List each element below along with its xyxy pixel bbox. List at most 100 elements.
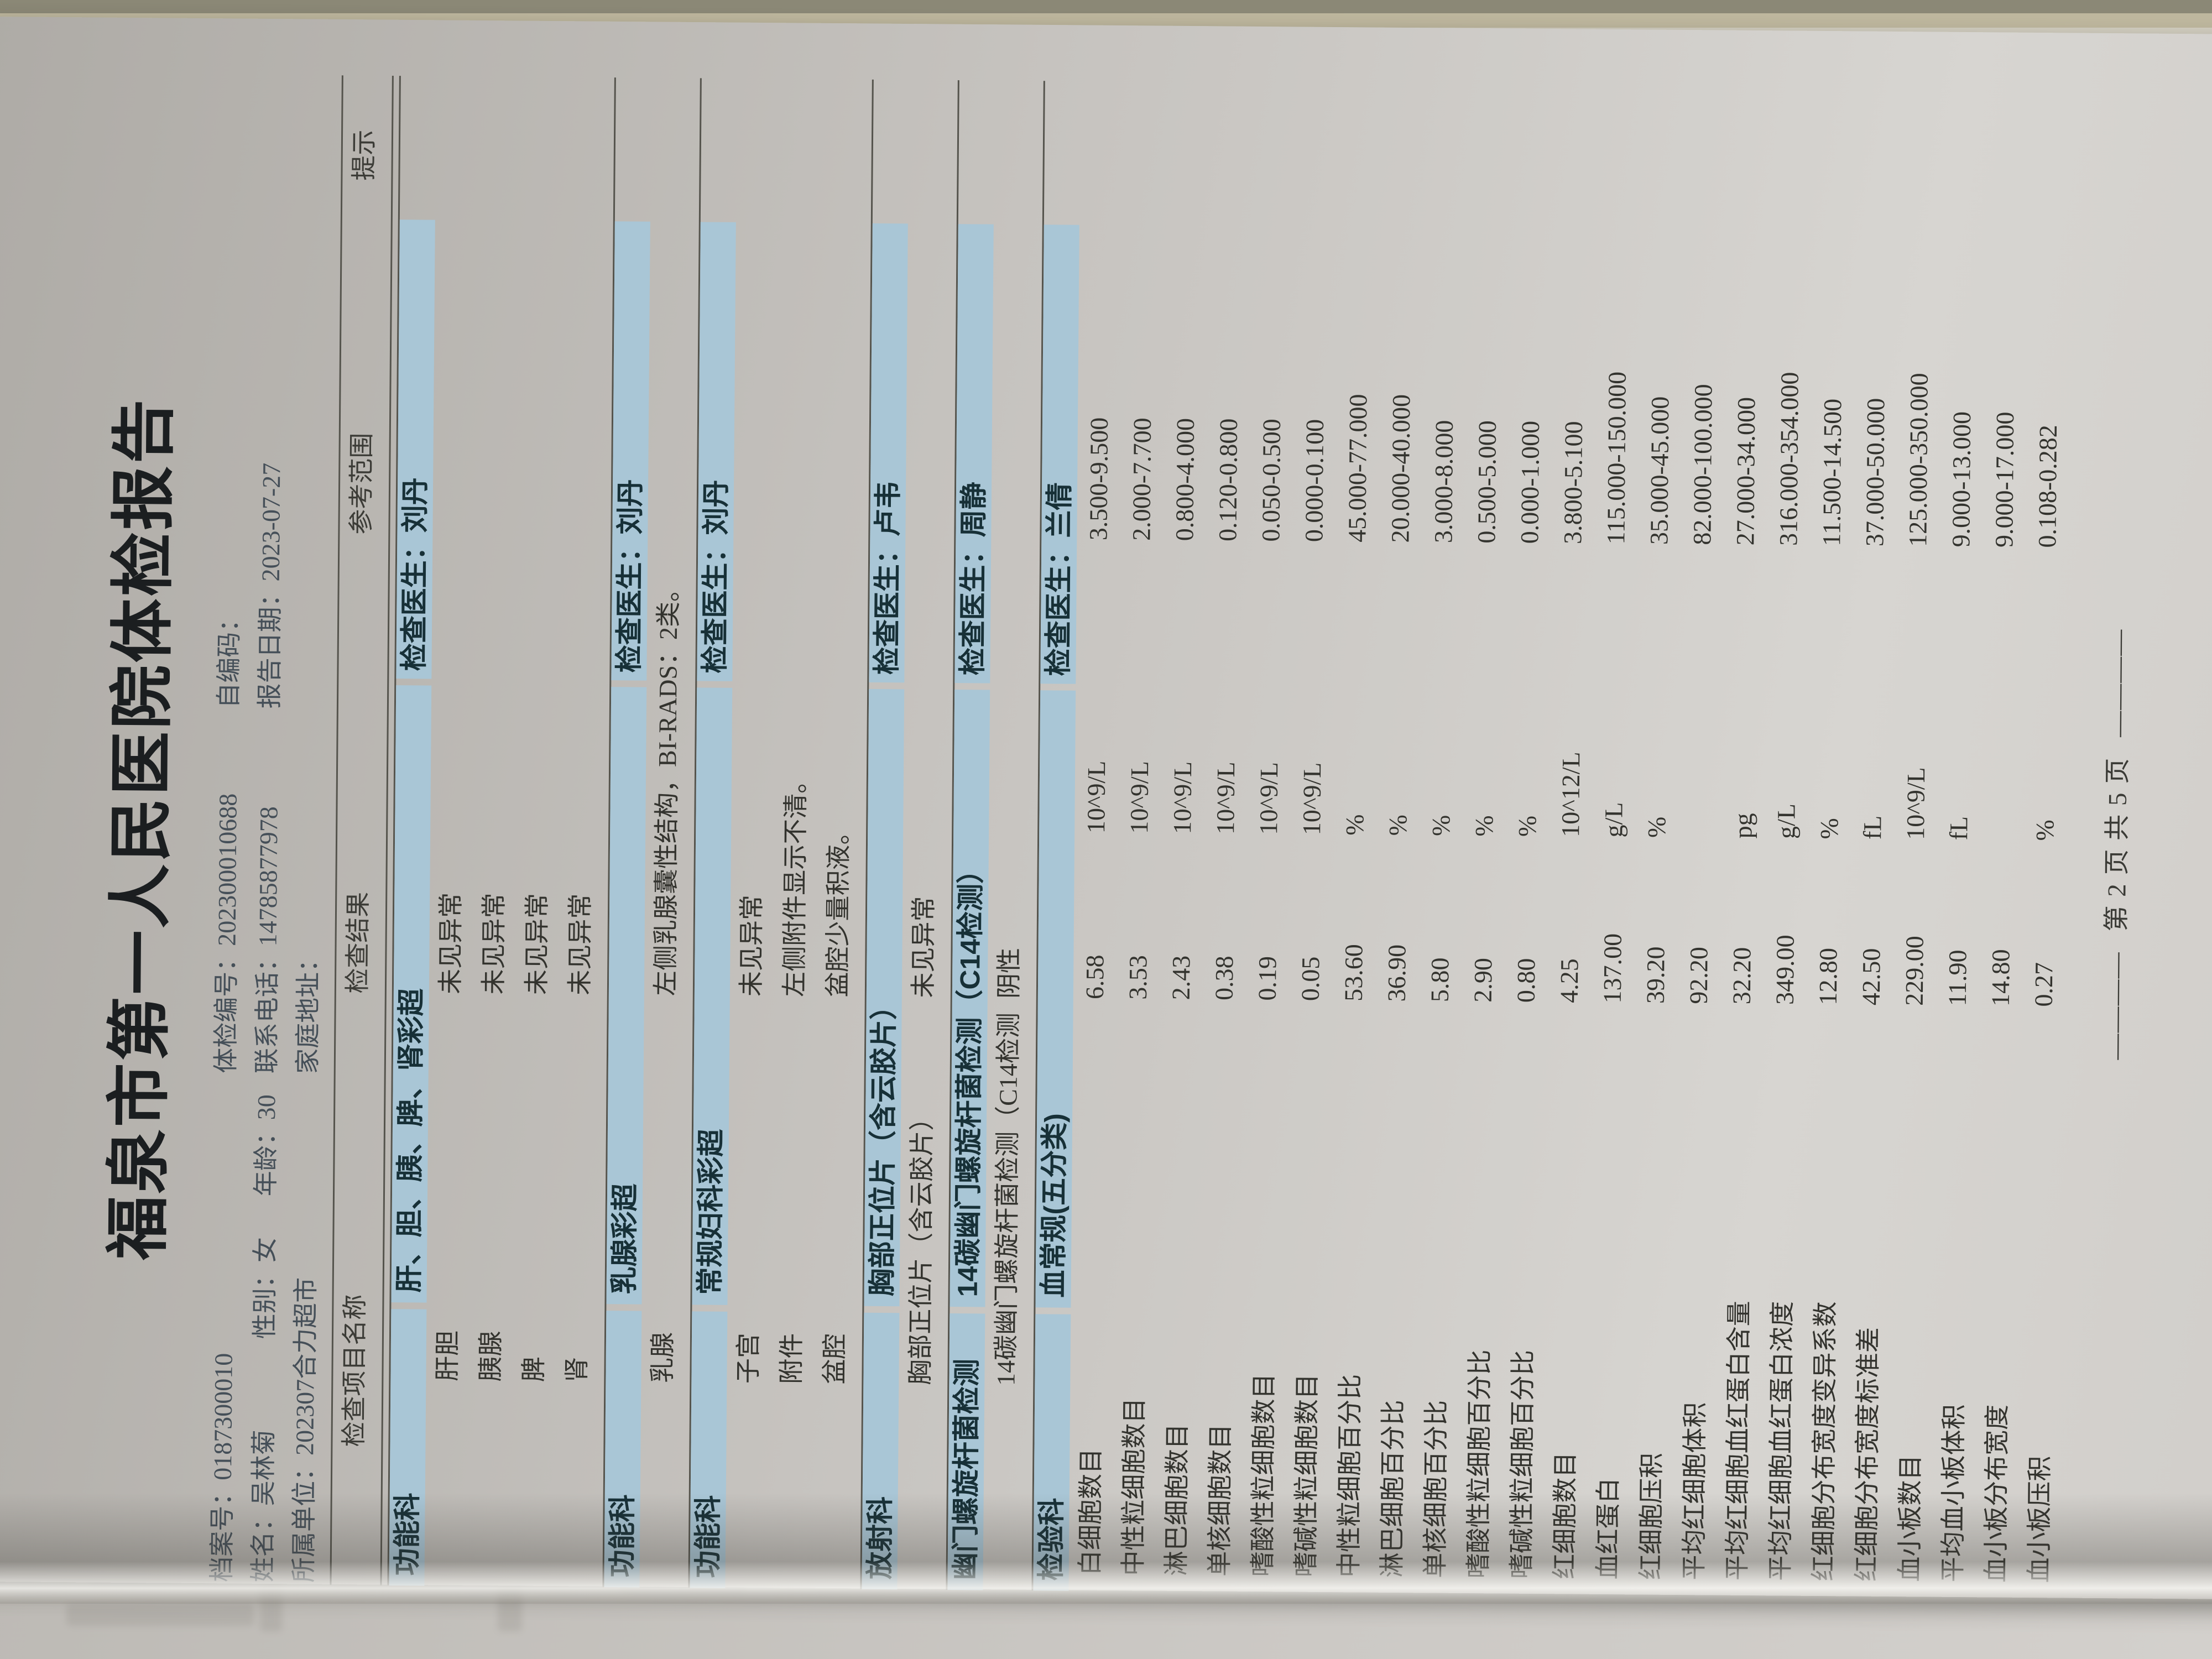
section-items: 白细胞数目 6.58 10^9/L 3.500-9.500 中性粒细胞数目 3.… — [1068, 48, 2073, 1632]
item-unit: 10^9/L — [1901, 767, 1931, 840]
section-bar-highlight: 肝、胆、胰、脾、肾彩超 — [391, 685, 432, 1303]
item-result: 左侧附件显示不清。 — [780, 768, 811, 997]
section-doctor: 检查医生：周静 — [957, 482, 990, 676]
column-header-item: 检查项目名称 — [340, 1294, 369, 1447]
item-name: 平均红细胞血红蛋白浓度 — [1766, 1301, 1797, 1582]
header-field: 性别：女 — [250, 1237, 280, 1339]
item-result: 0.05 — [1296, 956, 1325, 1001]
item-result: 12.80 — [1813, 947, 1843, 1005]
item-reference-range: 115.000-150.000 — [1601, 371, 1631, 545]
section-department: 功能科 — [692, 1495, 724, 1578]
item-unit: % — [1427, 815, 1455, 837]
item-reference-range: 82.000-100.000 — [1688, 384, 1718, 545]
page-footer: ———— 第 2 页 共 5 页 ———— — [2089, 56, 2140, 1632]
exam-section: 功能科 肝、胆、胰、脾、肾彩超 检查医生：刘丹 肝胆 未见异常 胰腺 未见异常 … — [387, 43, 609, 1620]
item-unit: fL — [1944, 816, 1973, 841]
item-name: 血红蛋白 — [1593, 1478, 1623, 1580]
item-result: 5.80 — [1425, 957, 1454, 1003]
item-unit: fL — [1858, 815, 1887, 840]
item-unit: % — [2031, 820, 2059, 841]
item-reference-range: 9.000-13.000 — [1947, 411, 1976, 547]
section-department: 幽门螺旋杆菌检测 — [950, 1359, 983, 1580]
item-unit: % — [1642, 816, 1671, 838]
item-name: 血小板压积 — [2025, 1455, 2054, 1583]
item-result: 2.43 — [1166, 955, 1196, 1000]
item-result: 未见异常 — [522, 893, 552, 995]
item-reference-range: 3.500-9.500 — [1084, 417, 1114, 541]
item-result: 53.60 — [1339, 944, 1368, 1001]
item-name: 单核细胞百分比 — [1421, 1400, 1451, 1579]
item-name: 红细胞分布宽度变异系数 — [1809, 1301, 1840, 1582]
item-result: 阴性 — [994, 947, 1024, 999]
section-items: 肝胆 未见异常 胰腺 未见异常 脾 未见异常 肾 未见异常 — [424, 43, 609, 1620]
item-name: 附件 — [777, 1333, 806, 1384]
section-doctor: 检查医生：兰倩 — [1042, 482, 1076, 676]
section-doctor: 检查医生：刘丹 — [398, 477, 431, 671]
item-unit: % — [1384, 814, 1412, 836]
item-name: 肝胆 — [433, 1330, 462, 1382]
section-bar-highlight: 检验科 — [1033, 1314, 1071, 1591]
section-bar-highlight: 检查医生：刘丹 — [697, 222, 736, 681]
item-result: 未见异常 — [479, 893, 509, 995]
item-reference-range: 0.800-4.000 — [1170, 418, 1200, 541]
item-result: 未见异常 — [436, 892, 466, 995]
item-reference-range: 0.000-0.100 — [1300, 419, 1329, 542]
section-bar-highlight: 检查医生：周静 — [954, 224, 994, 684]
section-bar-highlight: 放射科 — [862, 1312, 900, 1590]
item-result: 137.00 — [1598, 933, 1627, 1004]
section-bar-highlight: 幽门螺旋杆菌检测 — [947, 1313, 985, 1590]
section-exam-name: 胸部正位片（含云胶片） — [866, 992, 900, 1297]
item-result: 14.80 — [1986, 949, 2015, 1007]
item-result: 42.50 — [1856, 948, 1886, 1006]
item-result: 0.27 — [2029, 962, 2058, 1007]
item-reference-range: 35.000-45.000 — [1645, 396, 1674, 545]
header-field: 姓名：吴林菊 — [248, 1430, 278, 1583]
item-result: 6.58 — [1080, 954, 1109, 1000]
section-items: 子宫 未见异常 附件 左侧附件显示不清。 盆腔 盆腔少量积液。 — [725, 45, 867, 1623]
item-name: 肾 — [562, 1357, 591, 1383]
section-doctor: 检查医生：刘丹 — [699, 479, 732, 674]
item-unit: g/L — [1772, 803, 1801, 839]
header-field: 所属单位：202307合力超市 — [289, 1277, 320, 1583]
section-bar-highlight: 功能科 — [389, 1309, 427, 1586]
report-document: 福泉市第一人民医院体检报告 档案号：0187300010 体检编号：2023000… — [32, 40, 2212, 1633]
item-result: 0.38 — [1209, 956, 1239, 1001]
item-unit: 10^9/L — [1168, 761, 1197, 834]
item-name: 子宫 — [734, 1332, 763, 1384]
item-unit: 10^9/L — [1125, 761, 1154, 834]
item-name: 平均红细胞体积 — [1679, 1402, 1710, 1580]
item-name: 血小板数目 — [1895, 1454, 1925, 1582]
header-field: 体检编号：202300010688 — [211, 793, 242, 1073]
section-department: 功能科 — [606, 1494, 638, 1578]
item-result: 未见异常 — [565, 893, 595, 995]
item-reference-range: 0.108-0.282 — [2033, 425, 2063, 548]
item-unit: % — [1513, 815, 1542, 837]
section-doctor: 检查医生：刘丹 — [613, 479, 646, 673]
header-field: 报告日期：2023-07-27 — [255, 462, 286, 709]
patient-header: 档案号：0187300010 体检编号：202300010688 自编码： 姓名：吴… — [201, 41, 336, 1583]
section-exam-name: 常规妇科彩超 — [694, 1129, 727, 1295]
item-reference-range: 9.000-17.000 — [1990, 411, 2020, 548]
item-unit: pg — [1729, 813, 1757, 839]
item-result: 盆腔少量积液。 — [823, 819, 853, 998]
item-result: 229.00 — [1900, 935, 1929, 1006]
item-unit: 10^9/L — [1254, 761, 1284, 835]
item-name: 平均血小板体积 — [1938, 1404, 1969, 1583]
section-bar-highlight: 常规妇科彩超 — [692, 687, 733, 1305]
footer-dashes: ———— — [2104, 628, 2134, 737]
section-department: 检验科 — [1035, 1498, 1067, 1581]
item-result: 3.53 — [1123, 954, 1152, 1000]
item-name: 白细胞数目 — [1076, 1448, 1105, 1576]
item-result: 左侧乳腺囊性结构，BI-RADS：2类。 — [651, 576, 683, 997]
item-name: 嗜碱性粒细胞数目 — [1291, 1373, 1322, 1578]
item-result: 4.25 — [1554, 958, 1584, 1003]
section-bar-highlight: 功能科 — [604, 1311, 642, 1588]
item-reference-range: 0.000-1.000 — [1515, 420, 1545, 544]
section-bar-highlight: 检查医生：兰倩 — [1040, 225, 1079, 684]
item-result: 349.00 — [1770, 935, 1799, 1005]
item-result: 92.20 — [1684, 946, 1713, 1004]
item-reference-range: 2.000-7.700 — [1127, 418, 1157, 541]
item-name: 红细胞数目 — [1550, 1452, 1580, 1579]
section-bar-highlight: 功能科 — [690, 1311, 728, 1588]
